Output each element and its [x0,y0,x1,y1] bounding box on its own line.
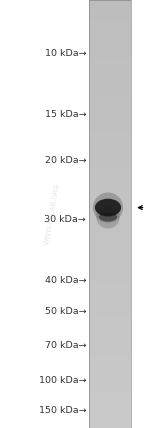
Text: 150 kDa→: 150 kDa→ [39,406,86,416]
Text: 70 kDa→: 70 kDa→ [45,341,86,350]
Bar [89,0,131,428]
Text: 100 kDa→: 100 kDa→ [39,375,86,385]
Text: WWW.PGLAB.ORG: WWW.PGLAB.ORG [44,182,61,246]
Text: 15 kDa→: 15 kDa→ [45,110,86,119]
Ellipse shape [99,212,117,222]
Ellipse shape [93,193,123,223]
Text: 20 kDa→: 20 kDa→ [45,155,86,165]
Ellipse shape [95,199,121,217]
Text: 40 kDa→: 40 kDa→ [45,276,86,285]
Ellipse shape [96,205,120,229]
Text: 10 kDa→: 10 kDa→ [45,49,86,58]
Text: 50 kDa→: 50 kDa→ [45,307,86,316]
Text: 30 kDa→: 30 kDa→ [45,215,86,224]
